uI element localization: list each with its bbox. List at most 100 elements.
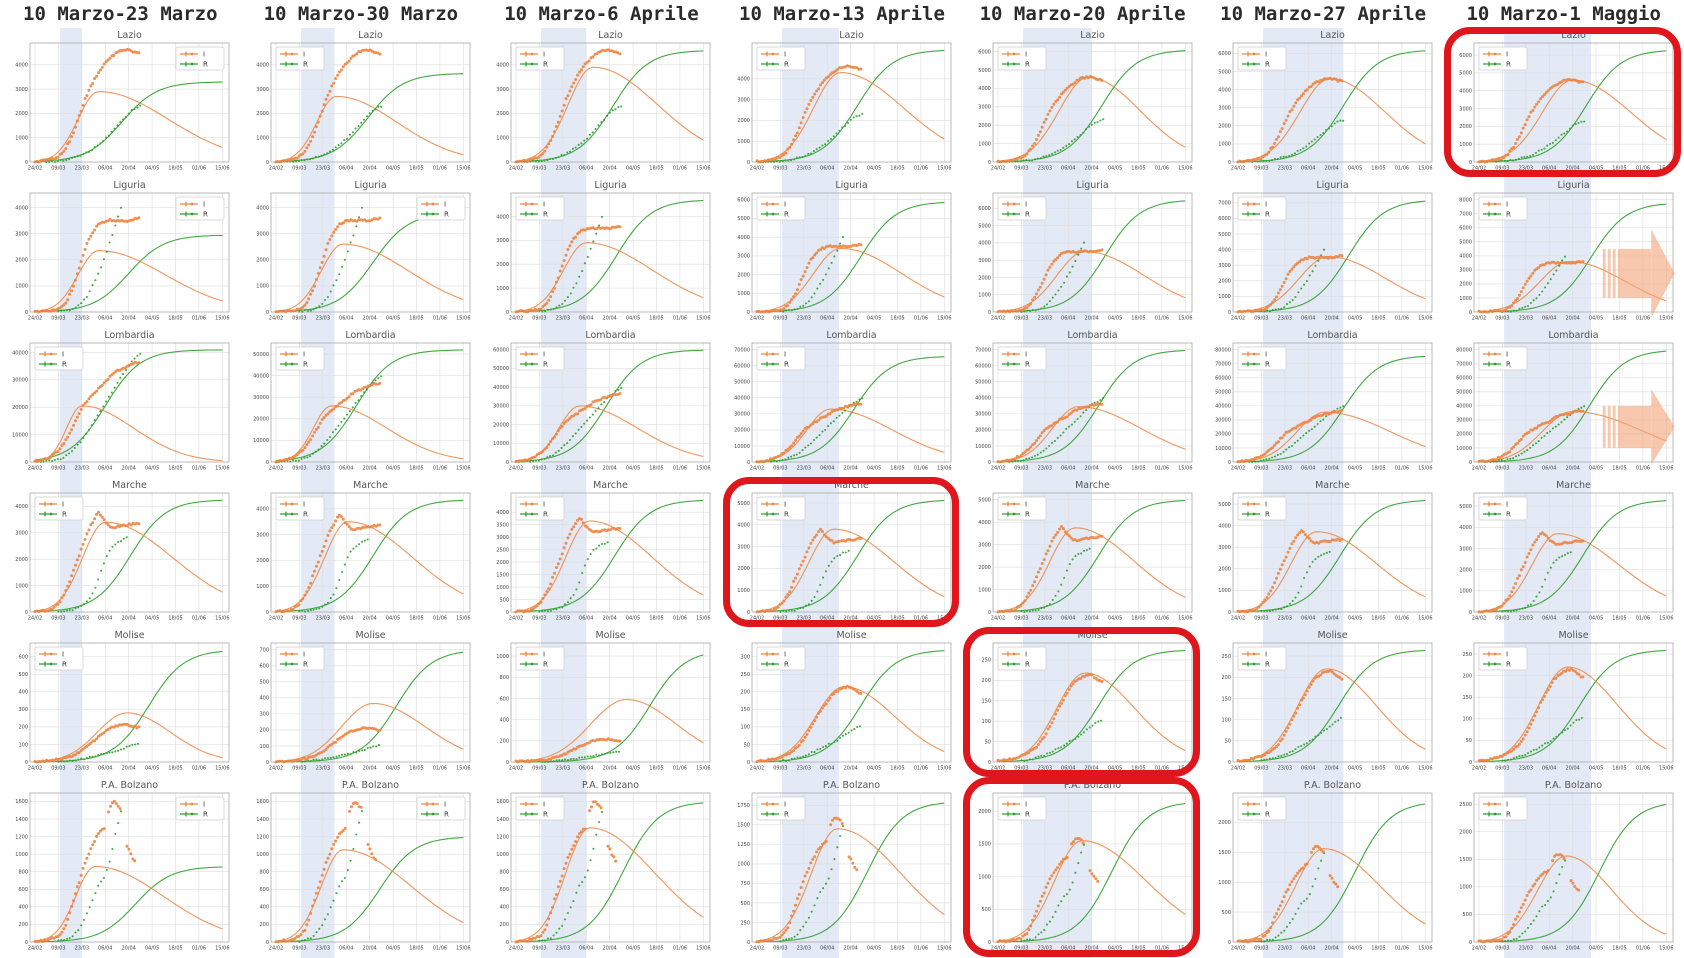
svg-text:I: I	[62, 500, 64, 508]
svg-text:23/03: 23/03	[75, 316, 89, 322]
fit-window-band	[60, 778, 83, 958]
svg-text:I: I	[1025, 650, 1027, 658]
svg-text:R: R	[1506, 210, 1511, 218]
svg-text:I: I	[1506, 50, 1508, 58]
i-observed-dots	[33, 47, 141, 164]
chart-svg: Marche 0 1000 2000 3000 4000 5000 24/02 09/03 23/…	[737, 478, 952, 628]
i-model-curve	[1478, 855, 1667, 942]
i-observed-dots	[996, 75, 1103, 164]
i-observed-dots	[755, 242, 863, 314]
svg-text:06/04: 06/04	[1542, 766, 1556, 772]
svg-text:1400: 1400	[256, 817, 269, 823]
svg-text:R: R	[1506, 660, 1511, 668]
svg-text:09/03: 09/03	[773, 466, 787, 472]
svg-text:2000: 2000	[978, 123, 991, 129]
svg-text:23/03: 23/03	[75, 946, 89, 952]
svg-text:7000: 7000	[1218, 201, 1231, 207]
svg-text:70000: 70000	[1215, 362, 1231, 368]
svg-text:01/06: 01/06	[433, 946, 447, 952]
svg-text:0: 0	[266, 310, 269, 316]
svg-text:4000: 4000	[497, 510, 510, 516]
svg-text:I: I	[303, 650, 305, 658]
subplot-liguria-col2: Liguria 0 1000 2000 3000 4000 24/02 09/03 23/03 0…	[241, 178, 482, 328]
svg-text:R: R	[1025, 660, 1030, 668]
svg-text:01/06: 01/06	[1635, 466, 1649, 472]
svg-text:3000: 3000	[978, 542, 991, 548]
svg-text:06/04: 06/04	[98, 946, 112, 952]
subplot-title: Marche	[1556, 480, 1591, 491]
svg-text:09/03: 09/03	[292, 946, 306, 952]
svg-text:3000: 3000	[1459, 268, 1472, 274]
subplot-title: Lazio	[839, 30, 864, 41]
svg-text:7000: 7000	[1459, 212, 1472, 218]
subplot-liguria-col7: Liguria 0 1000 2000 3000 4000 5000 6000 7000 8000…	[1443, 178, 1684, 328]
legend: IR	[175, 796, 225, 821]
svg-text:01/06: 01/06	[673, 166, 687, 172]
legend: IR	[1237, 196, 1287, 221]
svg-text:15/06: 15/06	[1418, 616, 1432, 622]
svg-text:6000: 6000	[1218, 216, 1231, 222]
svg-text:I: I	[543, 650, 545, 658]
svg-text:20000: 20000	[494, 422, 510, 428]
subplot-marche-col5: Marche 0 1000 2000 3000 4000 5000 24/02 09/03 23/…	[962, 478, 1203, 628]
svg-text:300: 300	[19, 707, 29, 713]
legend: IR	[1237, 496, 1287, 521]
subplot-title: Molise	[836, 630, 866, 641]
svg-text:15/06: 15/06	[697, 616, 711, 622]
svg-text:4000: 4000	[16, 504, 29, 510]
svg-text:06/04: 06/04	[1542, 316, 1556, 322]
legend: IR	[997, 196, 1046, 221]
svg-text:04/05: 04/05	[1348, 466, 1362, 472]
svg-text:04/05: 04/05	[626, 766, 640, 772]
svg-text:06/04: 06/04	[339, 166, 353, 172]
i-model-curve	[756, 528, 945, 612]
svg-text:01/06: 01/06	[1395, 166, 1409, 172]
svg-text:40000: 40000	[975, 396, 991, 402]
svg-text:I: I	[303, 500, 305, 508]
svg-text:20/04: 20/04	[362, 466, 376, 472]
subplot-title: Molise	[355, 630, 385, 641]
svg-text:0: 0	[25, 310, 28, 316]
svg-text:1000: 1000	[497, 585, 510, 591]
svg-text:0: 0	[1469, 160, 1472, 166]
r-model-curve	[756, 802, 945, 943]
r-observed-dots	[1477, 120, 1585, 164]
r-model-curve	[516, 499, 704, 613]
svg-text:30000: 30000	[1215, 418, 1231, 424]
svg-text:20000: 20000	[12, 405, 28, 411]
svg-text:50: 50	[1465, 738, 1471, 744]
svg-text:600: 600	[500, 696, 510, 702]
svg-text:2000: 2000	[256, 258, 269, 264]
svg-text:1000: 1000	[1459, 589, 1472, 595]
svg-text:800: 800	[500, 675, 510, 681]
svg-text:09/03: 09/03	[533, 766, 547, 772]
svg-text:18/05: 18/05	[169, 166, 183, 172]
svg-text:15/06: 15/06	[456, 466, 470, 472]
svg-text:I: I	[203, 200, 205, 208]
svg-text:250: 250	[740, 672, 750, 678]
svg-text:20/04: 20/04	[1084, 316, 1098, 322]
svg-text:18/05: 18/05	[1131, 616, 1145, 622]
r-observed-dots	[1501, 859, 1566, 943]
svg-text:01/06: 01/06	[1395, 466, 1409, 472]
r-observed-dots	[779, 725, 862, 763]
svg-text:04/05: 04/05	[1589, 316, 1603, 322]
svg-text:R: R	[784, 510, 789, 518]
svg-text:23/03: 23/03	[1278, 616, 1292, 622]
svg-text:15/06: 15/06	[697, 466, 711, 472]
i-observed-dots	[33, 510, 141, 613]
svg-text:09/03: 09/03	[51, 466, 65, 472]
i-observed-dots	[274, 381, 382, 464]
chart-svg: Liguria 0 1000 2000 3000 4000 5000 6000 7000 8000…	[1459, 178, 1675, 328]
svg-text:2000: 2000	[497, 262, 510, 268]
svg-text:15/06: 15/06	[1178, 316, 1192, 322]
svg-text:40000: 40000	[253, 373, 269, 379]
svg-text:4000: 4000	[1459, 89, 1472, 95]
i-model-curve	[756, 408, 945, 463]
svg-text:2000: 2000	[16, 557, 29, 563]
legend: IR	[275, 646, 325, 671]
svg-text:15/06: 15/06	[1659, 766, 1673, 772]
svg-text:06/04: 06/04	[98, 316, 112, 322]
svg-text:100: 100	[740, 725, 750, 731]
